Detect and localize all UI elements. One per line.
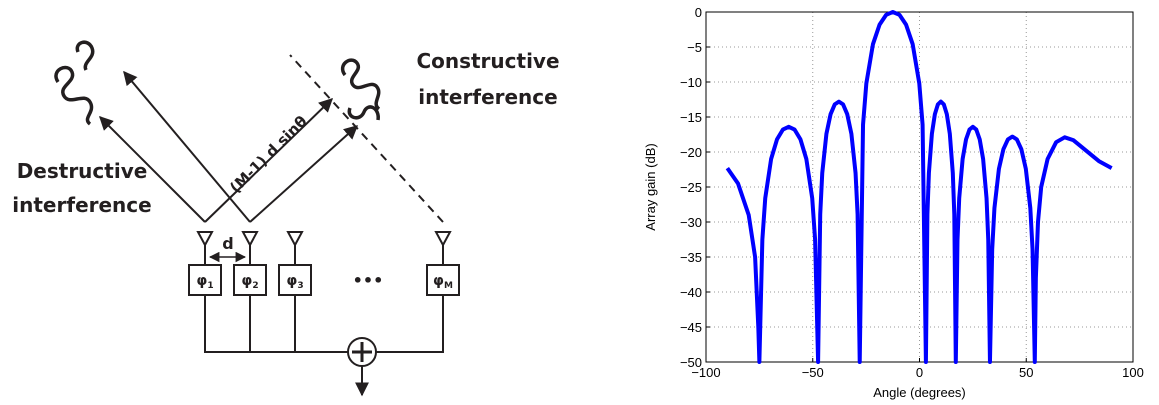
phase-index: 3 <box>297 281 303 291</box>
bus <box>204 245 444 353</box>
phase-shifter <box>233 264 267 296</box>
plot-frame <box>705 11 1134 363</box>
phase-shifter-label: φ3 <box>286 273 303 291</box>
y-tick-label: 0 <box>695 5 702 20</box>
array-diagram <box>54 40 460 397</box>
label-destructive: interference <box>12 193 151 217</box>
phase-shifter <box>188 264 222 296</box>
x-axis-label: Angle (degrees) <box>873 385 966 400</box>
phase-symbol: φ <box>196 273 207 289</box>
antenna <box>196 231 214 248</box>
phase-symbol: φ <box>286 273 297 289</box>
phase-symbol: φ <box>433 273 444 289</box>
y-tick-label: −20 <box>680 145 702 160</box>
x-tick-label: 0 <box>916 365 923 380</box>
label-spacing: d <box>222 234 233 253</box>
phase-shifter <box>426 264 460 296</box>
summer-plus <box>352 342 372 362</box>
x-tick-label: 50 <box>1019 365 1033 380</box>
phase-shifter <box>278 264 312 296</box>
wave-right <box>340 58 381 121</box>
y-tick-label: −40 <box>680 285 702 300</box>
y-tick-label: −15 <box>680 110 702 125</box>
x-tick-label: 100 <box>1122 365 1144 380</box>
wave-left <box>54 40 95 126</box>
ray <box>123 70 251 223</box>
y-tick-label: −5 <box>687 40 702 55</box>
phase-shifter-label: φM <box>433 273 453 291</box>
y-tick-label: −25 <box>680 180 702 195</box>
y-tick-label: −35 <box>680 250 702 265</box>
phase-shifter-label: φ2 <box>241 273 258 291</box>
y-tick-label: −50 <box>680 355 702 370</box>
y-axis-label: Array gain (dB) <box>643 143 658 230</box>
phase-shifter-label: φ1 <box>196 273 213 291</box>
antenna <box>241 231 259 248</box>
phase-index: M <box>444 281 453 291</box>
label-destructive: Destructive <box>17 159 148 183</box>
antenna <box>286 231 304 248</box>
ray <box>204 98 334 223</box>
line-series <box>725 10 1113 364</box>
y-tick-label: −30 <box>680 215 702 230</box>
label-constructive: Constructive <box>416 49 559 73</box>
label-constructive: interference <box>418 85 557 109</box>
ray <box>99 116 206 223</box>
y-tick-label: −10 <box>680 75 702 90</box>
chart: 0−5−10−15−20−25−30−35−40−45−50−100 −50 0 50… <box>643 5 1144 400</box>
y-tick-label: −45 <box>680 320 702 335</box>
x-tick-label: −50 <box>802 365 824 380</box>
ellipsis: ••• <box>353 271 384 290</box>
wavefront <box>289 54 444 223</box>
ray <box>249 125 359 223</box>
phase-index: 1 <box>207 281 213 291</box>
phase-index: 2 <box>252 281 258 291</box>
phase-symbol: φ <box>241 273 252 289</box>
label-path-difference: (M-1) d sinθ <box>226 112 311 197</box>
antenna <box>434 231 452 248</box>
x-tick-label: −100 <box>691 365 720 380</box>
